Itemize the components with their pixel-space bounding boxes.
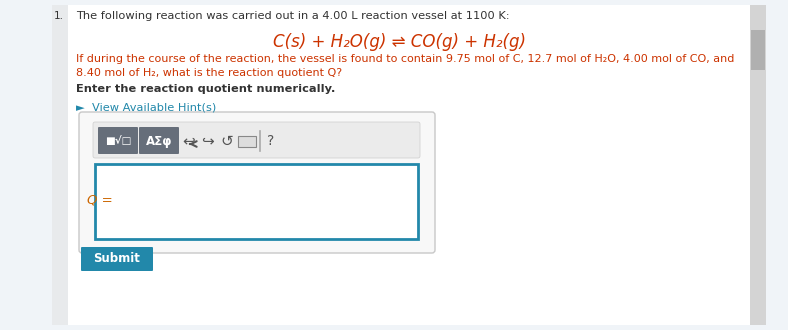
FancyBboxPatch shape xyxy=(139,127,179,154)
Text: ■√□: ■√□ xyxy=(105,136,131,146)
Text: The following reaction was carried out in a 4.00 L reaction vessel at 1100 K:: The following reaction was carried out i… xyxy=(76,11,510,21)
Text: Enter the reaction quotient numerically.: Enter the reaction quotient numerically. xyxy=(76,84,336,94)
Text: ↩: ↩ xyxy=(183,134,195,148)
FancyBboxPatch shape xyxy=(93,122,420,158)
Text: ?: ? xyxy=(267,134,275,148)
Text: 8.40 mol of H₂, what is the reaction quotient Q?: 8.40 mol of H₂, what is the reaction quo… xyxy=(76,68,342,78)
Bar xyxy=(95,164,418,239)
Text: Submit: Submit xyxy=(94,252,140,266)
Bar xyxy=(52,5,68,325)
FancyBboxPatch shape xyxy=(98,127,138,154)
Text: If during the course of the reaction, the vessel is found to contain 9.75 mol of: If during the course of the reaction, th… xyxy=(76,54,734,64)
Text: ↺: ↺ xyxy=(221,134,233,148)
Bar xyxy=(750,5,766,325)
Text: Q =: Q = xyxy=(87,193,113,207)
Text: C(s) + H₂O(g) ⇌ CO(g) + H₂(g): C(s) + H₂O(g) ⇌ CO(g) + H₂(g) xyxy=(273,33,526,51)
Bar xyxy=(238,136,256,147)
Text: ↪: ↪ xyxy=(202,134,214,148)
FancyBboxPatch shape xyxy=(79,112,435,253)
Text: 1.: 1. xyxy=(54,11,64,21)
Text: ►  View Available Hint(s): ► View Available Hint(s) xyxy=(76,102,216,112)
Bar xyxy=(751,30,765,70)
FancyBboxPatch shape xyxy=(81,247,153,271)
Text: AΣφ: AΣφ xyxy=(146,135,173,148)
Bar xyxy=(52,5,752,325)
